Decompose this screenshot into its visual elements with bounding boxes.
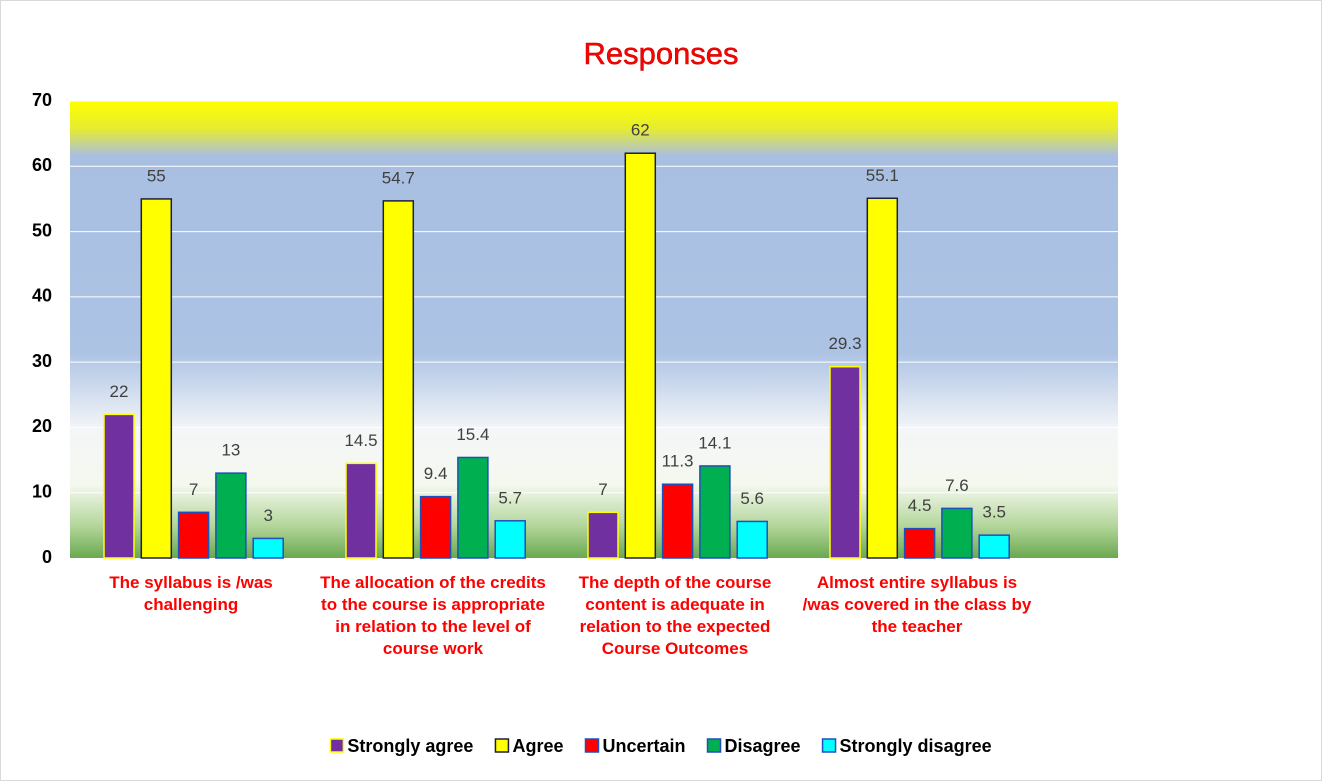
data-label: 3.5 [982,503,1006,522]
data-label: 29.3 [828,334,861,353]
chart-title: Responses [583,36,738,71]
data-label: 7.6 [945,476,969,495]
data-label: 7 [598,480,607,499]
bar [736,520,768,559]
data-label: 15.4 [456,425,489,444]
data-label: 5.7 [498,488,522,507]
bar [457,456,489,559]
x-tick-line: /was covered in the class by [803,595,1032,614]
bar [624,152,657,559]
x-tick-line: challenging [144,595,238,614]
data-label: 3 [263,506,272,525]
legend-swatch [821,738,837,753]
bar [661,483,694,559]
x-tick-line: The depth of the course [579,573,772,592]
x-tick-line: Course Outcomes [602,639,748,658]
data-label: 9.4 [424,464,448,483]
data-label: 54.7 [382,168,415,187]
bar [177,511,210,559]
legend-swatch [494,738,510,753]
legend-label: Agree [512,736,563,756]
x-tick-line: content is adequate in [585,595,764,614]
legend-swatch [329,738,345,753]
bar [103,413,135,559]
x-tick-line: course work [383,639,484,658]
bar [978,534,1010,559]
data-label: 14.5 [344,431,377,450]
x-tick-label: The depth of the course content is adequa… [579,573,772,658]
bar [699,465,731,559]
x-tick-line: Almost entire syllabus is [817,573,1017,592]
legend-swatch [584,738,600,753]
y-tick-label: 50 [32,220,52,240]
bar [382,200,415,559]
x-tick-line: the teacher [872,617,963,636]
bar [252,537,284,559]
bar [494,520,526,559]
x-tick-line: to the course is appropriate [321,595,545,614]
y-tick-label: 10 [32,481,52,501]
legend: Strongly agree Agree Uncertain Disagree Stro… [329,736,992,756]
legend-label: Disagree [725,736,801,756]
bar [215,472,247,559]
y-tick-label: 40 [32,286,52,306]
data-label: 55 [147,166,166,185]
bar [419,495,452,559]
data-label: 55.1 [866,166,899,185]
x-tick-line: relation to the expected [580,617,771,636]
bar [941,507,973,559]
x-tick-line: in relation to the level of [335,617,531,636]
x-tick-label: The syllabus is /was challenging [109,573,272,614]
bar [140,198,173,559]
y-tick-label: 70 [32,90,52,110]
x-tick-line: The syllabus is /was [109,573,272,592]
y-tick-label: 0 [42,547,52,567]
bar [345,462,377,559]
x-tick-line: The allocation of the credits [320,573,546,592]
bar [866,197,899,559]
data-label: 14.1 [698,433,731,452]
data-label: 22 [110,382,129,401]
y-tick-label: 60 [32,155,52,175]
data-label: 11.3 [662,452,694,471]
y-tick-label: 20 [32,416,52,436]
data-label: 4.5 [908,496,932,515]
legend-swatch [706,738,722,753]
bar [587,511,619,559]
bar [903,527,936,559]
x-tick-label: Almost entire syllabus is/was covered in… [803,573,1032,636]
legend-label: Strongly agree [347,736,473,756]
y-tick-label: 30 [32,351,52,371]
legend-label: Strongly disagree [840,736,992,756]
data-label: 7 [189,480,198,499]
data-label: 62 [631,121,650,140]
legend-label: Uncertain [602,736,685,756]
data-label: 13 [221,441,240,460]
data-label: 5.6 [740,489,764,508]
x-tick-label: The allocation of the credits to the cour… [320,573,546,658]
bar [829,365,861,559]
